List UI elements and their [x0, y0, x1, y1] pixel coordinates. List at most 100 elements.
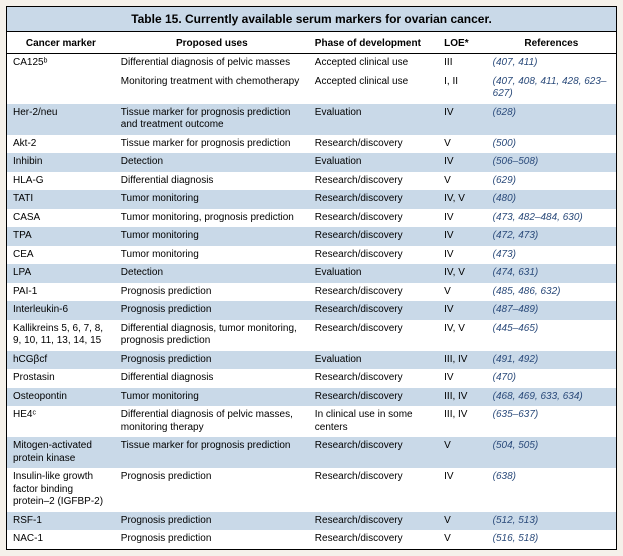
col-header-phase: Phase of development [309, 32, 438, 54]
cell-marker: Osteopontin [7, 388, 115, 407]
cell-loe: IV [438, 246, 487, 265]
cell-loe: IV [438, 209, 487, 228]
cell-loe: IV [438, 301, 487, 320]
cell-marker: CA125ᵇ [7, 54, 115, 73]
cell-loe: III [438, 54, 487, 73]
cell-refs: (635–637) [487, 406, 616, 437]
cell-uses: Detection [115, 153, 309, 172]
cell-uses: Prognosis prediction [115, 301, 309, 320]
table-row: TATITumor monitoringResearch/discoveryIV… [7, 190, 616, 209]
cell-marker: PAI-1 [7, 283, 115, 302]
cell-refs: (474, 631) [487, 264, 616, 283]
cell-phase: Research/discovery [309, 172, 438, 191]
table-title: Table 15. Currently available serum mark… [7, 7, 616, 32]
cell-marker: Mitogen-activated protein kinase [7, 437, 115, 468]
table-row: hCGβcfPrognosis predictionEvaluationIII,… [7, 351, 616, 370]
cell-loe: IV [438, 153, 487, 172]
cell-refs: (472, 473) [487, 227, 616, 246]
cell-phase: Research/discovery [309, 135, 438, 154]
cell-refs: (491, 492) [487, 351, 616, 370]
cell-refs: (470) [487, 369, 616, 388]
cell-refs: (407, 408, 411, 428, 623–627) [487, 73, 616, 104]
cell-phase: Research/discovery [309, 209, 438, 228]
table-row: Insulin-like growth factor binding prote… [7, 468, 616, 512]
cell-loe: V [438, 172, 487, 191]
table-row: ProstasinDifferential diagnosisResearch/… [7, 369, 616, 388]
col-header-uses: Proposed uses [115, 32, 309, 54]
table-row: LPADetectionEvaluationIV, V(474, 631) [7, 264, 616, 283]
cell-marker: hCGβcf [7, 351, 115, 370]
table-row: Her-2/neuTissue marker for prognosis pre… [7, 104, 616, 135]
table-header-row: Cancer marker Proposed uses Phase of dev… [7, 32, 616, 54]
cell-phase: Research/discovery [309, 320, 438, 351]
cell-uses: Tissue marker for prognosis prediction [115, 135, 309, 154]
cell-loe: IV [438, 468, 487, 512]
cell-loe: V [438, 135, 487, 154]
table-row: OsteopontinTumor monitoringResearch/disc… [7, 388, 616, 407]
cell-marker: TPA [7, 227, 115, 246]
cell-phase: Research/discovery [309, 468, 438, 512]
cell-uses: Tumor monitoring [115, 190, 309, 209]
cell-refs: (500) [487, 135, 616, 154]
cell-marker [7, 73, 115, 104]
cell-loe: IV [438, 104, 487, 135]
cell-marker: Kallikreins 5, 6, 7, 8, 9, 10, 11, 13, 1… [7, 320, 115, 351]
cell-phase: Accepted clinical use [309, 54, 438, 73]
cell-loe: IV, V [438, 320, 487, 351]
cell-uses: Detection [115, 264, 309, 283]
cell-refs: (485, 486, 632) [487, 283, 616, 302]
cell-loe: I, II [438, 73, 487, 104]
col-header-loe: LOE* [438, 32, 487, 54]
cell-phase: Evaluation [309, 153, 438, 172]
cell-refs: (516, 518) [487, 530, 616, 549]
cell-marker: RSF-1 [7, 512, 115, 531]
cell-loe: IV [438, 369, 487, 388]
cell-phase: Accepted clinical use [309, 73, 438, 104]
table-row: PAI-1Prognosis predictionResearch/discov… [7, 283, 616, 302]
table-row: CA125ᵇDifferential diagnosis of pelvic m… [7, 54, 616, 73]
cell-uses: Tumor monitoring [115, 227, 309, 246]
cell-loe: V [438, 283, 487, 302]
cell-uses: Prognosis prediction [115, 512, 309, 531]
table-container: Table 15. Currently available serum mark… [6, 6, 617, 550]
table-row: RSF-1Prognosis predictionResearch/discov… [7, 512, 616, 531]
table-row: Mitogen-activated protein kinaseTissue m… [7, 437, 616, 468]
table-row: InhibinDetectionEvaluationIV(506–508) [7, 153, 616, 172]
cell-loe: III, IV [438, 388, 487, 407]
cell-phase: Research/discovery [309, 437, 438, 468]
cell-phase: Research/discovery [309, 227, 438, 246]
table-row: TPATumor monitoringResearch/discoveryIV(… [7, 227, 616, 246]
cell-refs: (628) [487, 104, 616, 135]
cell-phase: Research/discovery [309, 512, 438, 531]
table-row: CASATumor monitoring, prognosis predicti… [7, 209, 616, 228]
cell-phase: Evaluation [309, 104, 438, 135]
table-row: Interleukin-6Prognosis predictionResearc… [7, 301, 616, 320]
cell-marker: LPA [7, 264, 115, 283]
cell-uses: Prognosis prediction [115, 530, 309, 549]
cell-marker: Insulin-like growth factor binding prote… [7, 468, 115, 512]
cell-loe: III, IV [438, 351, 487, 370]
cell-refs: (468, 469, 633, 634) [487, 388, 616, 407]
cell-refs: (638) [487, 468, 616, 512]
cell-uses: Tumor monitoring [115, 388, 309, 407]
cell-phase: Evaluation [309, 351, 438, 370]
table-body: CA125ᵇDifferential diagnosis of pelvic m… [7, 54, 616, 549]
cell-uses: Prognosis prediction [115, 283, 309, 302]
cell-uses: Prognosis prediction [115, 468, 309, 512]
cell-phase: Research/discovery [309, 388, 438, 407]
table-row: HE4ᶜDifferential diagnosis of pelvic mas… [7, 406, 616, 437]
cell-phase: In clinical use in some centers [309, 406, 438, 437]
cell-phase: Research/discovery [309, 530, 438, 549]
cell-refs: (487–489) [487, 301, 616, 320]
cell-uses: Differential diagnosis, tumor monitoring… [115, 320, 309, 351]
cell-refs: (504, 505) [487, 437, 616, 468]
table-row: Akt-2Tissue marker for prognosis predict… [7, 135, 616, 154]
cell-loe: IV [438, 227, 487, 246]
cell-phase: Research/discovery [309, 369, 438, 388]
table-row: HLA-GDifferential diagnosisResearch/disc… [7, 172, 616, 191]
cell-phase: Research/discovery [309, 246, 438, 265]
cell-loe: V [438, 512, 487, 531]
cell-refs: (473) [487, 246, 616, 265]
cell-refs: (445–465) [487, 320, 616, 351]
cell-refs: (629) [487, 172, 616, 191]
